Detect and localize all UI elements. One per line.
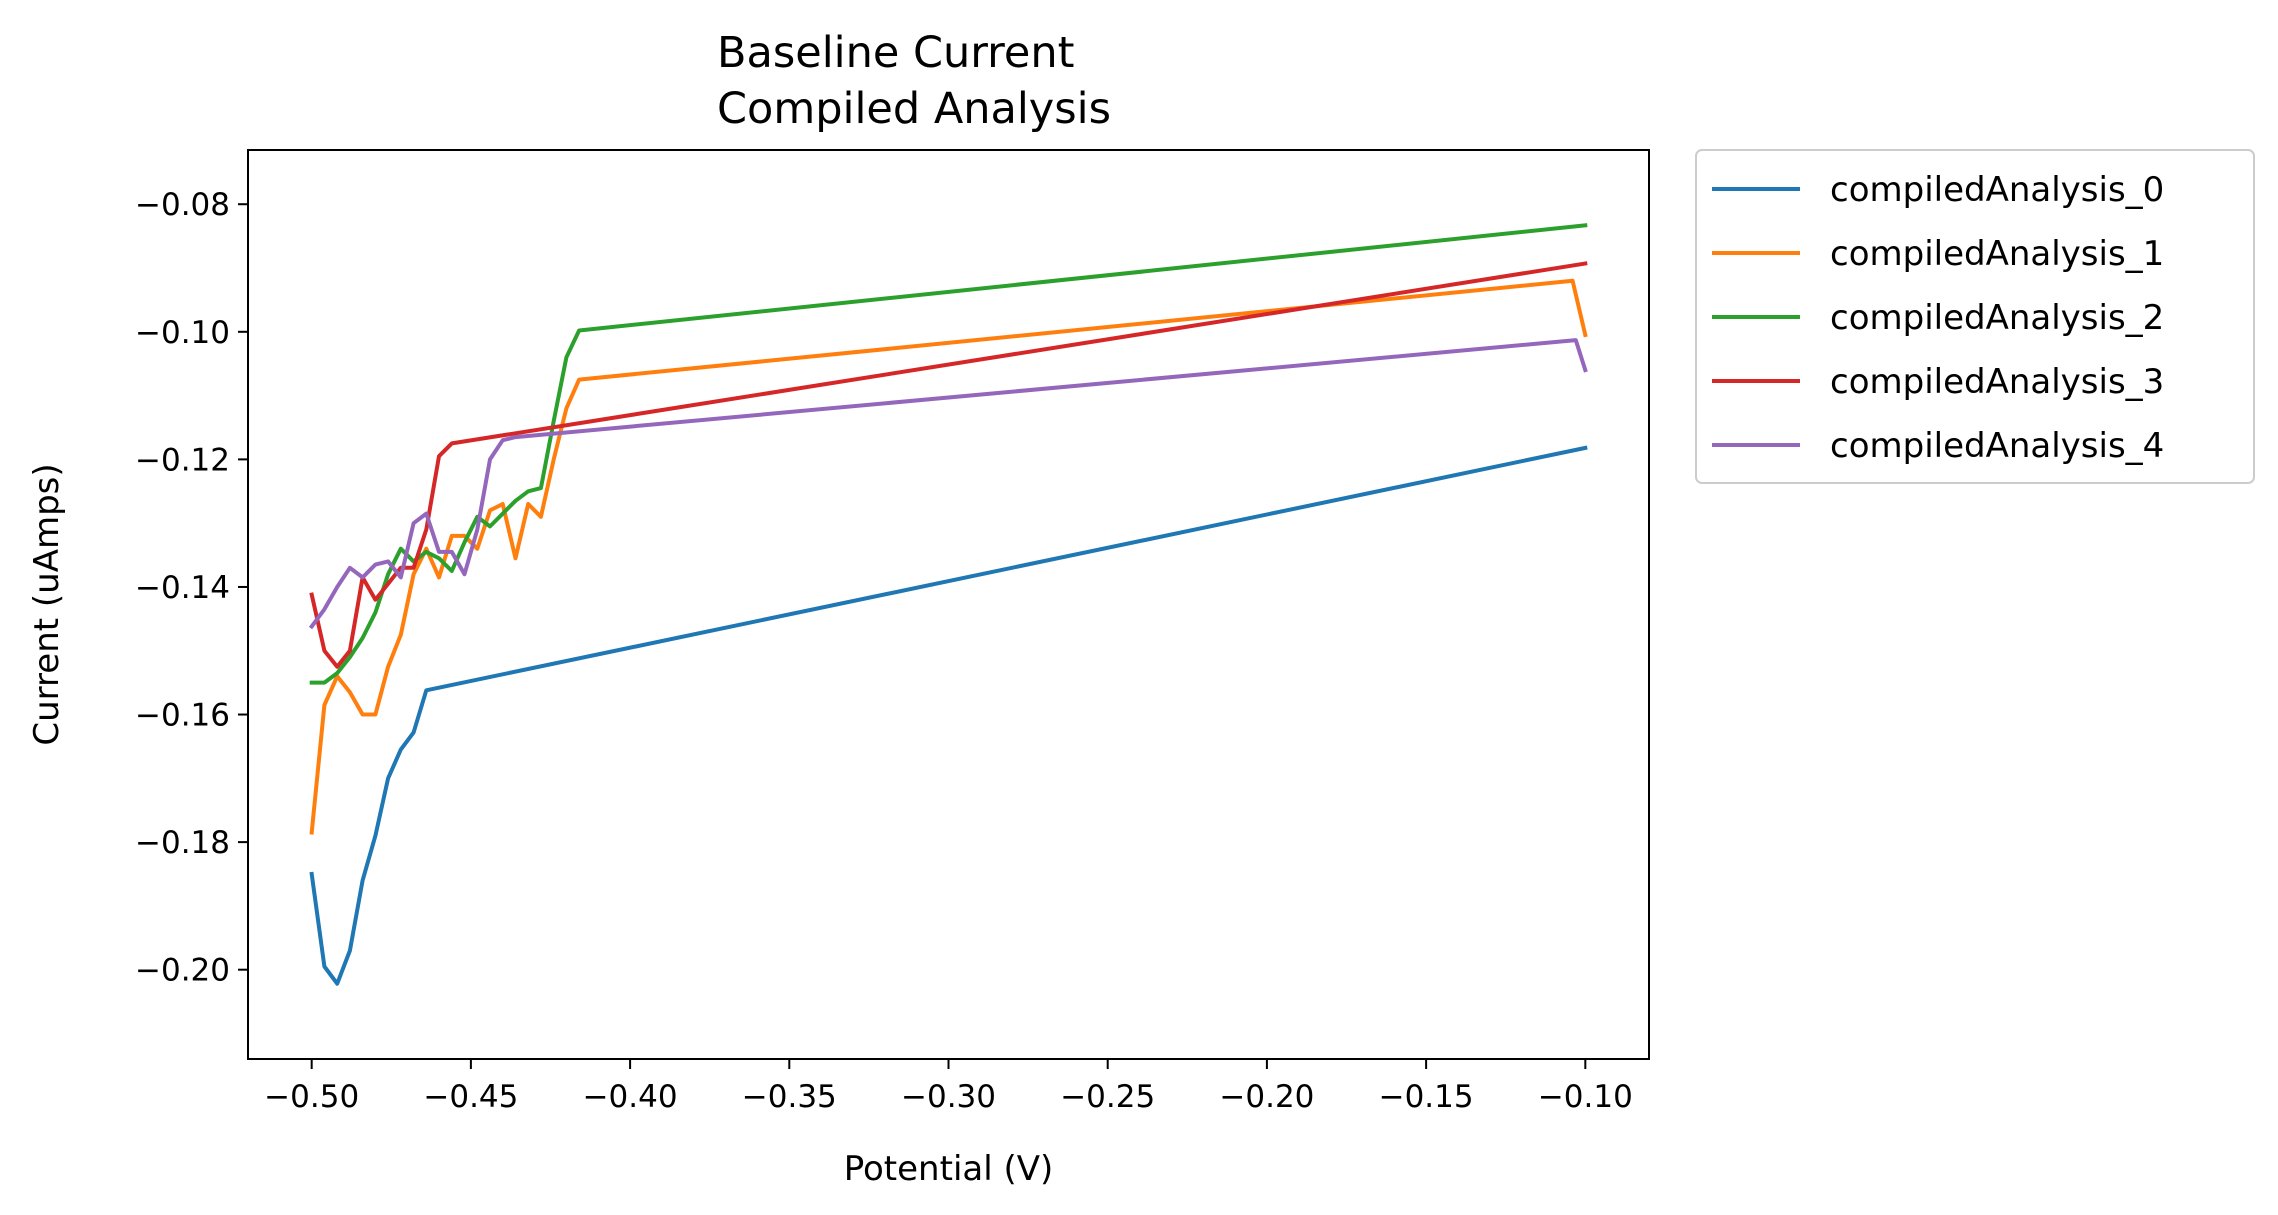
chart-title-line-2: Compiled Analysis bbox=[717, 84, 1111, 134]
x-axis: −0.50 −0.45 −0.40 −0.35 −0.30 −0.25 −0.20 −0.15… bbox=[264, 1059, 1633, 1115]
series-line-1 bbox=[309, 278, 1588, 835]
series-line-4 bbox=[308, 338, 1588, 630]
y-tick-label: −0.14 bbox=[135, 570, 230, 606]
x-tick-label: −0.25 bbox=[1060, 1079, 1155, 1115]
y-axis: −0.20 −0.18 −0.16 −0.14 −0.12 −0.10 −0.08 bbox=[135, 187, 248, 989]
y-tick-label: −0.08 bbox=[135, 187, 230, 223]
series-line-2 bbox=[309, 223, 1588, 685]
y-tick-label: −0.18 bbox=[135, 825, 230, 861]
series-lines bbox=[308, 223, 1588, 986]
legend: compiledAnalysis_0 compiledAnalysis_1comp… bbox=[1695, 149, 2255, 484]
legend-label-1: compiledAnalysis_1 bbox=[1830, 234, 2164, 274]
y-tick-label: −0.20 bbox=[135, 953, 230, 989]
legend-label-0: compiledAnalysis_0 bbox=[1830, 170, 2164, 210]
x-tick-label: −0.20 bbox=[1219, 1079, 1314, 1115]
x-tick-label: −0.45 bbox=[423, 1079, 518, 1115]
plot-area bbox=[247, 149, 1650, 1060]
y-tick-label: −0.12 bbox=[135, 442, 230, 478]
x-tick-label: −0.10 bbox=[1538, 1079, 1633, 1115]
x-tick-label: −0.50 bbox=[264, 1079, 359, 1115]
legend-frame bbox=[1695, 149, 2255, 484]
y-tick-label: −0.16 bbox=[135, 698, 230, 734]
legend-label-3: compiledAnalysis_3 bbox=[1830, 362, 2164, 402]
legend-label-2: compiledAnalysis_2 bbox=[1830, 298, 2164, 338]
series-line-0 bbox=[309, 445, 1588, 986]
x-tick-label: −0.15 bbox=[1379, 1079, 1474, 1115]
legend-label-4: compiledAnalysis_4 bbox=[1830, 426, 2164, 466]
chart-title-line-1: Baseline Current bbox=[717, 28, 1074, 78]
y-axis-label: Current (uAmps) bbox=[27, 463, 67, 745]
x-tick-label: −0.40 bbox=[583, 1079, 678, 1115]
x-tick-label: −0.35 bbox=[742, 1079, 837, 1115]
series-line-3 bbox=[309, 261, 1588, 669]
x-tick-label: −0.30 bbox=[901, 1079, 996, 1115]
x-axis-label: Potential (V) bbox=[844, 1149, 1054, 1189]
y-tick-label: −0.10 bbox=[135, 315, 230, 351]
